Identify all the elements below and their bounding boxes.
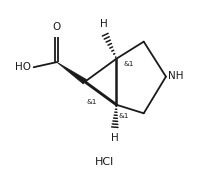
Polygon shape [57,62,87,84]
Text: O: O [53,22,61,32]
Text: H: H [111,133,119,143]
Text: HCl: HCl [95,157,114,167]
Text: &1: &1 [118,113,129,119]
Text: NH: NH [168,71,184,81]
Text: H: H [100,19,107,29]
Text: &1: &1 [123,61,134,67]
Text: &1: &1 [87,99,97,105]
Text: HO: HO [15,62,31,72]
